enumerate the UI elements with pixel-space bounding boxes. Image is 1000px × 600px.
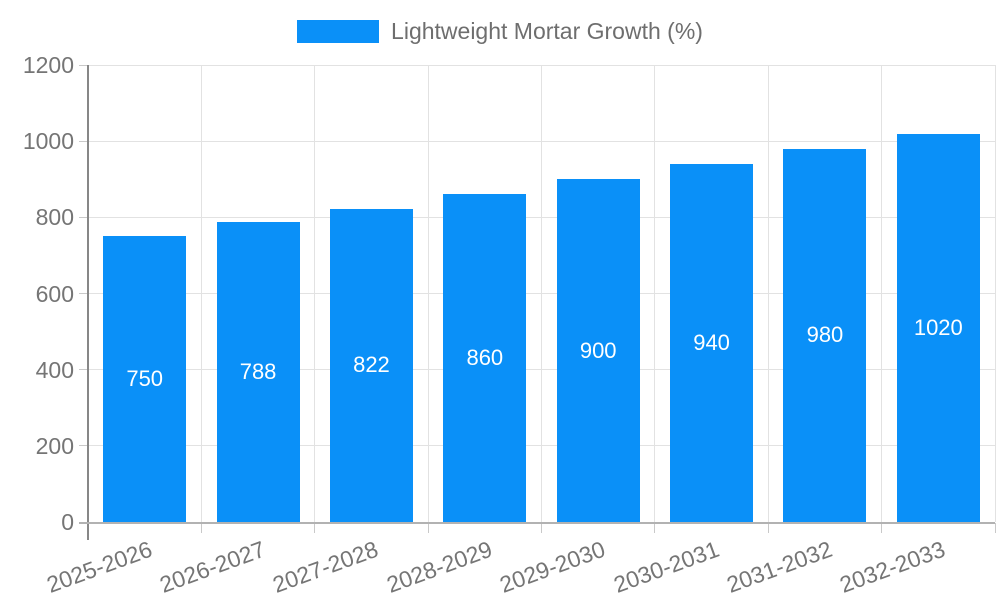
bar-value-label: 788 (239, 358, 277, 384)
v-gridline (994, 65, 996, 522)
y-axis-tick-label: 600 (35, 280, 74, 307)
x-axis-tick (654, 523, 656, 533)
bar-2030-2031[interactable] (670, 164, 754, 522)
bar-2032-2033[interactable] (896, 133, 980, 522)
bar-value-label: 822 (353, 352, 390, 378)
legend-swatch (297, 20, 380, 43)
y-axis-tick (79, 216, 88, 218)
bar-value-label: 900 (579, 337, 617, 363)
bar-value-label: 980 (806, 322, 844, 348)
x-axis-tick-label: 2027-2028 (269, 535, 382, 598)
v-gridline (541, 65, 542, 522)
y-axis-tick (79, 293, 88, 294)
v-gridline (427, 65, 429, 522)
x-axis-tick-label: 2025-2026 (42, 535, 156, 598)
y-axis-tick (79, 369, 88, 371)
bar-2027-2028[interactable] (329, 208, 413, 522)
v-gridline (881, 65, 883, 522)
v-gridline (314, 65, 316, 522)
chart-legend[interactable]: Lightweight Mortar Growth (%) (0, 18, 1000, 45)
x-axis-tick (427, 523, 429, 533)
x-axis-tick (994, 523, 996, 533)
x-axis-tick-label: 2032-2033 (836, 535, 949, 598)
x-axis-tick-label: 2029-2030 (496, 535, 609, 598)
y-axis-tick (79, 445, 88, 447)
y-axis-tick (79, 64, 88, 66)
x-axis-tick (200, 523, 202, 533)
v-gridline (654, 65, 656, 522)
bar-value-label: 860 (466, 345, 504, 371)
bar-2031-2032[interactable] (783, 148, 867, 522)
x-axis-tick (314, 523, 316, 533)
y-axis-tick-label: 800 (35, 204, 74, 231)
x-axis-tick (881, 523, 883, 533)
y-axis-tick (79, 140, 88, 142)
bar-2028-2029[interactable] (443, 194, 527, 522)
x-axis-tick (541, 523, 542, 533)
y-axis-tick-label: 200 (35, 432, 74, 459)
x-axis-tick-label: 2030-2031 (609, 535, 723, 598)
x-axis-tick-label: 2026-2027 (156, 535, 269, 598)
y-axis-line (87, 65, 89, 540)
bar-value-label: 940 (693, 330, 730, 355)
bar-value-label: 750 (126, 366, 164, 392)
bar-2025-2026[interactable] (103, 236, 187, 522)
legend-label: Lightweight Mortar Growth (%) (391, 18, 703, 44)
y-axis-tick-label: 1000 (22, 128, 74, 155)
x-axis-tick (767, 523, 769, 533)
y-axis-tick-label: 0 (61, 509, 74, 535)
x-axis-tick-label: 2031-2032 (723, 535, 836, 598)
v-gridline (200, 65, 202, 522)
v-gridline (767, 65, 769, 522)
bar-value-label: 1020 (913, 314, 963, 340)
bar-2026-2027[interactable] (216, 221, 300, 522)
y-axis-tick-label: 400 (35, 356, 74, 383)
y-axis-tick-label: 1200 (22, 52, 74, 78)
x-axis-line (79, 522, 995, 524)
x-axis-tick-label: 2028-2029 (383, 535, 496, 598)
bar-2029-2030[interactable] (556, 179, 640, 522)
